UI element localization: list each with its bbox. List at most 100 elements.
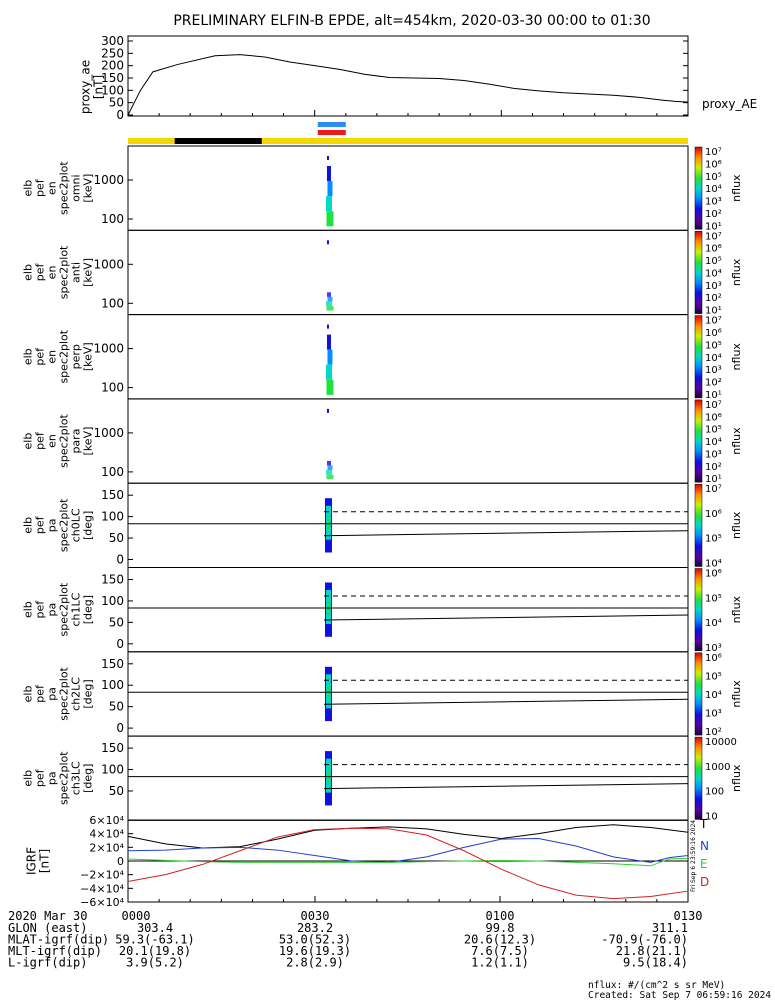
proxy-ae-ylabel-line: [nT]: [92, 75, 106, 99]
igrf-line-n: [128, 838, 688, 862]
colorbar-ticklabel: 100: [705, 787, 724, 798]
spectrogram-pixel: [327, 240, 329, 244]
colorbar-ticklabel: 10⁷: [705, 316, 722, 327]
panel-ylabel-line: [deg]: [82, 511, 95, 540]
colorbar-ticklabel: 10³: [705, 449, 722, 460]
colorbar: [695, 400, 702, 482]
spectrogram-panel: elb pef en spec2plot perp [keV]100010010⁷10⁶1…: [22, 315, 743, 401]
spectrogram-pixel: [327, 156, 329, 160]
spectrogram-pixel: [327, 335, 331, 350]
igrf-yticklabel: 4×10⁴: [89, 828, 124, 841]
colorbar-ticklabel: 10⁵: [705, 340, 722, 351]
ephemeris-value: 1.2(1.1): [471, 956, 529, 970]
igrf-yticklabel: −2×10⁴: [80, 869, 124, 882]
colorbar-ticklabel: 10⁵: [705, 172, 722, 183]
proxy-ae-line: [128, 55, 688, 115]
panel-ylabel-line: [deg]: [82, 679, 95, 708]
igrf-legend-n: N: [700, 839, 709, 853]
proxy-ae-frame: [128, 36, 688, 116]
spectrogram-panel: elb pef pa spec2plot ch2LC [deg]15010050010⁶1…: [22, 652, 743, 738]
igrf-yticklabel: 2×10⁴: [89, 841, 124, 854]
panel-yticklabel: 1000: [93, 257, 124, 271]
spectrogram-pixel: [327, 297, 332, 302]
colorbar-ticklabel: 10⁴: [705, 618, 722, 629]
ephemeris-value: 9.5(18.4): [623, 956, 688, 970]
panel-yticklabel: 50: [109, 784, 124, 798]
colorbar-label: nflux: [730, 343, 743, 371]
colorbar-ticklabel: 10⁶: [705, 159, 722, 170]
colorbar-ticklabel: 10⁶: [705, 653, 722, 664]
colorbar-ticklabel: 10³: [705, 197, 722, 208]
spectrogram-pixel: [326, 211, 333, 226]
panel-yticklabel: 150: [101, 741, 124, 755]
loss-cone-line: [324, 784, 688, 789]
spectrogram-pixel: [327, 292, 331, 297]
colorbar-ticklabel: 10⁶: [705, 244, 722, 255]
panel-yticklabel: 150: [101, 573, 124, 587]
colorbar: [695, 653, 702, 735]
panel-yticklabel: 100: [101, 381, 124, 395]
spectrogram-pixel: [326, 365, 332, 380]
colorbar-label: nflux: [730, 595, 743, 623]
footer-stamp: Fri Sep 6 23:59:16 2024: [690, 820, 697, 892]
panel-yticklabel: 50: [109, 700, 124, 714]
igrf-legend-d: D: [700, 875, 709, 889]
colorbar-ticklabel: 10⁵: [705, 534, 722, 545]
spectrogram-pixel: [326, 475, 333, 480]
panel-ylabel: elb pef en spec2plot omni [keV]: [22, 161, 95, 215]
spectrogram-panel: elb pef pa spec2plot ch0LC [deg]15010050010⁷1…: [22, 483, 743, 569]
colorbar-ticklabel: 10⁶: [705, 328, 722, 339]
panel-yticklabel: 150: [101, 488, 124, 502]
panel-frame: [128, 230, 688, 314]
spectrogram-pixel: [326, 306, 333, 311]
spectrogram-panel: elb pef pa spec2plot ch1LC [deg] 150 100 50 0 10⁶ 1…: [22, 568, 743, 654]
colorbar-ticklabel: 10⁷: [705, 484, 722, 495]
panel-ylabel-line: [deg]: [82, 764, 95, 793]
spectrogram-panel: elb pef en spec2plot anti [keV]100010010⁷10⁶1…: [22, 230, 743, 316]
spectrogram-pixel: [326, 301, 332, 306]
igrf-line-t: [128, 825, 688, 848]
proxy-ae-panel: 300250200150100500proxy_ae [nT]proxy_AE: [79, 34, 758, 122]
igrf-legend-e: E: [700, 857, 708, 871]
panel-yticklabel: 1000: [93, 342, 124, 356]
colorbar-ticklabel: 10³: [705, 365, 722, 376]
eclipse-bar: [175, 138, 262, 144]
panel-ylabel: elb pef pa spec2plot ch3LC [deg]: [22, 751, 95, 805]
panel-ylabel-line: [deg]: [82, 595, 95, 624]
colorbar-label: nflux: [730, 427, 743, 455]
colorbar-ticklabel: 10⁶: [705, 412, 722, 423]
colorbar-ticklabel: 10³: [705, 281, 722, 292]
igrf-ylabel-line: [nT]: [38, 849, 52, 873]
panel-ylabel: elb pef pa spec2plot ch0LC [deg]: [22, 498, 95, 552]
panel-ylabel: elb pef en spec2plot para [keV]: [22, 414, 95, 468]
spectrogram-pixel: [327, 325, 329, 329]
orbit-status-bars: [128, 122, 688, 144]
panel-frame: [128, 483, 688, 567]
panel-frame: [128, 399, 688, 483]
colorbar: [695, 316, 702, 398]
colorbar-ticklabel: 10²: [705, 462, 722, 473]
spectrogram-pixel: [326, 380, 333, 395]
igrf-yticklabel: −6×10⁴: [80, 896, 124, 909]
colorbar: [695, 231, 702, 313]
colorbar-label: nflux: [730, 511, 743, 539]
panel-yticklabel: 0: [116, 637, 124, 651]
spectrogram-pixel: [326, 470, 332, 475]
colorbar-ticklabel: 10²: [705, 209, 722, 220]
colorbar-ticklabel: 10⁴: [705, 690, 722, 701]
colorbar-ticklabel: 10⁷: [705, 400, 722, 411]
ephemeris-row-label: L-igrf(dip): [8, 956, 87, 970]
ephemeris-value: 3.9(5.2): [126, 956, 184, 970]
spectrogram-pixel: [327, 461, 331, 466]
colorbar-label: nflux: [730, 174, 743, 202]
footer-created: Created: Sat Sep 7 06:59:16 2024: [588, 990, 771, 1000]
panel-ylabel: elb pef en spec2plot perp [keV]: [22, 329, 95, 383]
panel-yticklabel: 50: [109, 615, 124, 629]
colorbar: [695, 484, 702, 566]
colorbar-ticklabel: 10⁴: [705, 353, 722, 364]
spectrogram-panel: elb pef en spec2plot omni [keV]100010010⁷10⁶1…: [22, 146, 743, 232]
igrf-yticklabel: 0: [117, 855, 124, 868]
colorbar-ticklabel: 10⁵: [705, 256, 722, 267]
spectrogram-pixel: [327, 181, 332, 196]
